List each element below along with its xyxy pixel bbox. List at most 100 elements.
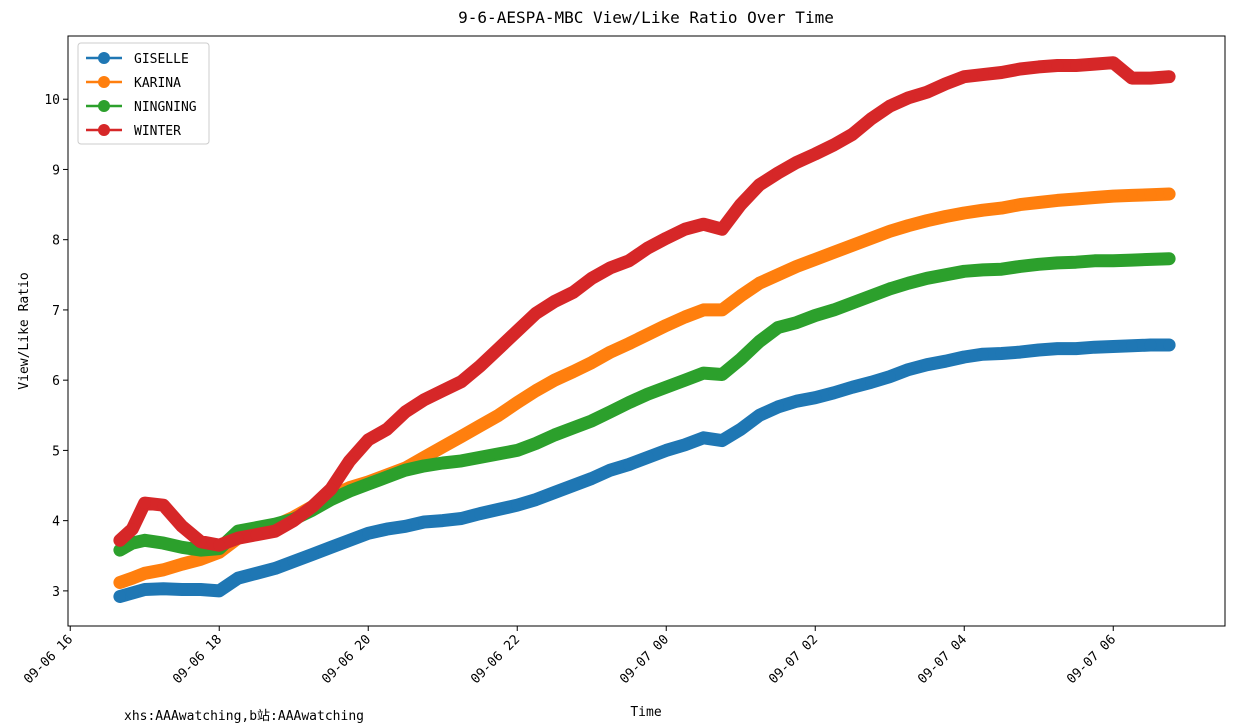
data-point-giselle-0 <box>113 590 126 603</box>
data-point-winter-30 <box>660 232 673 245</box>
data-point-winter-54 <box>1107 56 1120 69</box>
data-point-giselle-16 <box>399 520 412 533</box>
data-point-giselle-55 <box>1125 339 1138 352</box>
data-point-ningning-52 <box>1070 256 1082 269</box>
data-point-winter-2 <box>138 497 151 510</box>
data-point-karina-49 <box>1014 198 1027 211</box>
data-point-ningning-45 <box>939 268 952 281</box>
data-point-giselle-7 <box>231 572 244 585</box>
y-tick-label: 8 <box>52 234 60 249</box>
data-point-winter-39 <box>827 138 840 151</box>
data-point-winter-21 <box>492 342 505 355</box>
data-point-karina-40 <box>846 239 859 252</box>
data-point-ningning-19 <box>455 454 468 467</box>
data-point-winter-51 <box>1051 59 1064 72</box>
data-point-winter-11 <box>306 500 319 513</box>
data-point-winter-41 <box>865 112 878 125</box>
data-point-ningning-51 <box>1051 256 1064 269</box>
y-tick-label: 10 <box>44 93 60 108</box>
y-tick-label: 4 <box>52 515 60 530</box>
series-winter <box>113 56 1176 552</box>
data-point-karina-47 <box>976 204 989 217</box>
data-point-karina-51 <box>1051 194 1064 207</box>
data-point-giselle-37 <box>790 395 803 408</box>
data-point-karina-25 <box>567 365 580 378</box>
data-point-karina-33 <box>716 303 729 316</box>
data-point-ningning-41 <box>865 289 878 302</box>
data-point-winter-28 <box>623 254 635 267</box>
data-point-giselle-57 <box>1163 339 1176 351</box>
data-point-karina-32 <box>697 303 710 316</box>
data-point-giselle-19 <box>455 512 468 525</box>
data-point-giselle-26 <box>585 472 598 485</box>
data-point-winter-24 <box>548 295 561 308</box>
footnote: xhs:AAAwatching,b站:AAAwatching <box>124 709 364 724</box>
data-point-ningning-23 <box>529 437 542 450</box>
series-line-giselle <box>113 338 1176 603</box>
data-point-winter-19 <box>455 375 468 388</box>
data-point-giselle-8 <box>250 567 263 580</box>
data-point-karina-21 <box>492 409 505 422</box>
x-tick-label: 09-06 22 <box>468 632 523 687</box>
data-point-karina-53 <box>1088 191 1101 204</box>
data-point-winter-8 <box>250 528 263 541</box>
data-point-karina-22 <box>511 396 524 409</box>
data-point-ningning-38 <box>809 309 822 322</box>
plot-frame <box>67 35 1226 627</box>
data-point-karina-48 <box>995 202 1008 215</box>
data-point-ningning-37 <box>790 316 803 329</box>
data-point-karina-35 <box>753 277 766 290</box>
data-point-giselle-10 <box>287 555 300 568</box>
data-point-karina-0 <box>113 576 126 589</box>
data-point-winter-46 <box>958 70 971 83</box>
x-axis: 09-06 16 09-06 18 09-06 20 09-06 22 09-07 00… <box>21 626 1119 687</box>
data-point-ningning-32 <box>697 367 710 380</box>
data-point-winter-37 <box>790 156 803 169</box>
data-point-giselle-49 <box>1014 346 1027 359</box>
data-point-giselle-14 <box>362 527 375 540</box>
data-point-giselle-38 <box>809 391 822 404</box>
data-point-ningning-47 <box>976 263 989 276</box>
data-point-giselle-51 <box>1051 342 1064 355</box>
data-point-ningning-44 <box>921 272 933 285</box>
y-axis: 3 4 5 6 7 8 9 10 <box>44 93 68 600</box>
data-point-karina-50 <box>1032 196 1045 209</box>
y-tick-label: 7 <box>52 304 60 319</box>
data-point-ningning-20 <box>474 451 486 464</box>
series-line-winter <box>113 56 1176 552</box>
legend-label: WINTER <box>134 124 181 139</box>
data-point-giselle-21 <box>492 503 505 516</box>
data-point-karina-30 <box>660 319 673 332</box>
data-point-winter-5 <box>194 535 207 548</box>
data-point-ningning-48 <box>995 263 1008 276</box>
data-point-karina-42 <box>883 225 896 238</box>
data-point-karina-44 <box>921 214 933 227</box>
data-point-karina-24 <box>548 374 561 387</box>
series-ningning <box>113 252 1176 557</box>
data-point-karina-37 <box>790 260 803 273</box>
data-point-karina-18 <box>436 440 449 453</box>
data-point-ningning-39 <box>827 303 840 316</box>
data-point-giselle-4 <box>176 583 188 596</box>
legend-label: GISELLE <box>134 52 189 67</box>
data-point-winter-27 <box>604 261 617 274</box>
data-point-karina-29 <box>641 328 654 341</box>
data-point-giselle-32 <box>697 431 710 444</box>
x-axis-label: Time <box>630 705 661 720</box>
data-point-winter-47 <box>976 68 989 81</box>
legend-marker <box>98 52 110 64</box>
data-point-ningning-2 <box>138 534 151 547</box>
data-point-ningning-36 <box>772 321 784 334</box>
data-point-winter-20 <box>474 360 486 373</box>
data-point-karina-19 <box>455 430 468 443</box>
data-point-winter-52 <box>1070 59 1082 72</box>
x-tick-label: 09-07 00 <box>617 632 672 687</box>
data-point-ningning-25 <box>567 421 580 434</box>
legend-label: KARINA <box>134 76 181 91</box>
y-tick-label: 9 <box>52 163 60 178</box>
data-point-winter-34 <box>734 198 747 211</box>
data-point-giselle-53 <box>1088 341 1101 354</box>
data-point-giselle-33 <box>716 434 729 447</box>
data-point-giselle-46 <box>958 351 971 363</box>
